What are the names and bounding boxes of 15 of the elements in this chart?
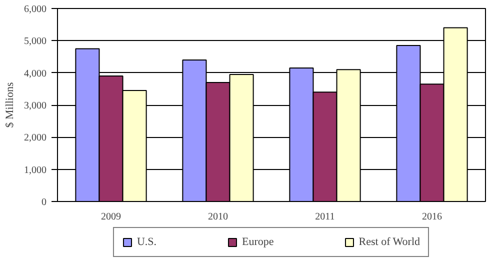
y-tick-label: 6,000 [24, 4, 46, 15]
y-tick-label: 5,000 [24, 36, 46, 48]
legend-label: U.S. [136, 236, 157, 248]
legend-label: Rest of World [358, 236, 420, 248]
y-tick-label: 2,000 [24, 132, 46, 144]
x-tick-label: 2010 [208, 212, 228, 222]
x-tick-label: 2016 [422, 212, 442, 222]
y-tick-label: 4,000 [24, 68, 46, 80]
x-tick-label: 2009 [101, 212, 121, 222]
y-tick-label: 1,000 [24, 164, 46, 176]
y-tick-label: 3,000 [24, 100, 46, 112]
legend-label: Europe [242, 236, 274, 248]
y-tick-label: 0 [42, 197, 46, 208]
y-axis-title: $ Millions [4, 82, 16, 128]
x-tick-label: 2011 [315, 212, 335, 222]
